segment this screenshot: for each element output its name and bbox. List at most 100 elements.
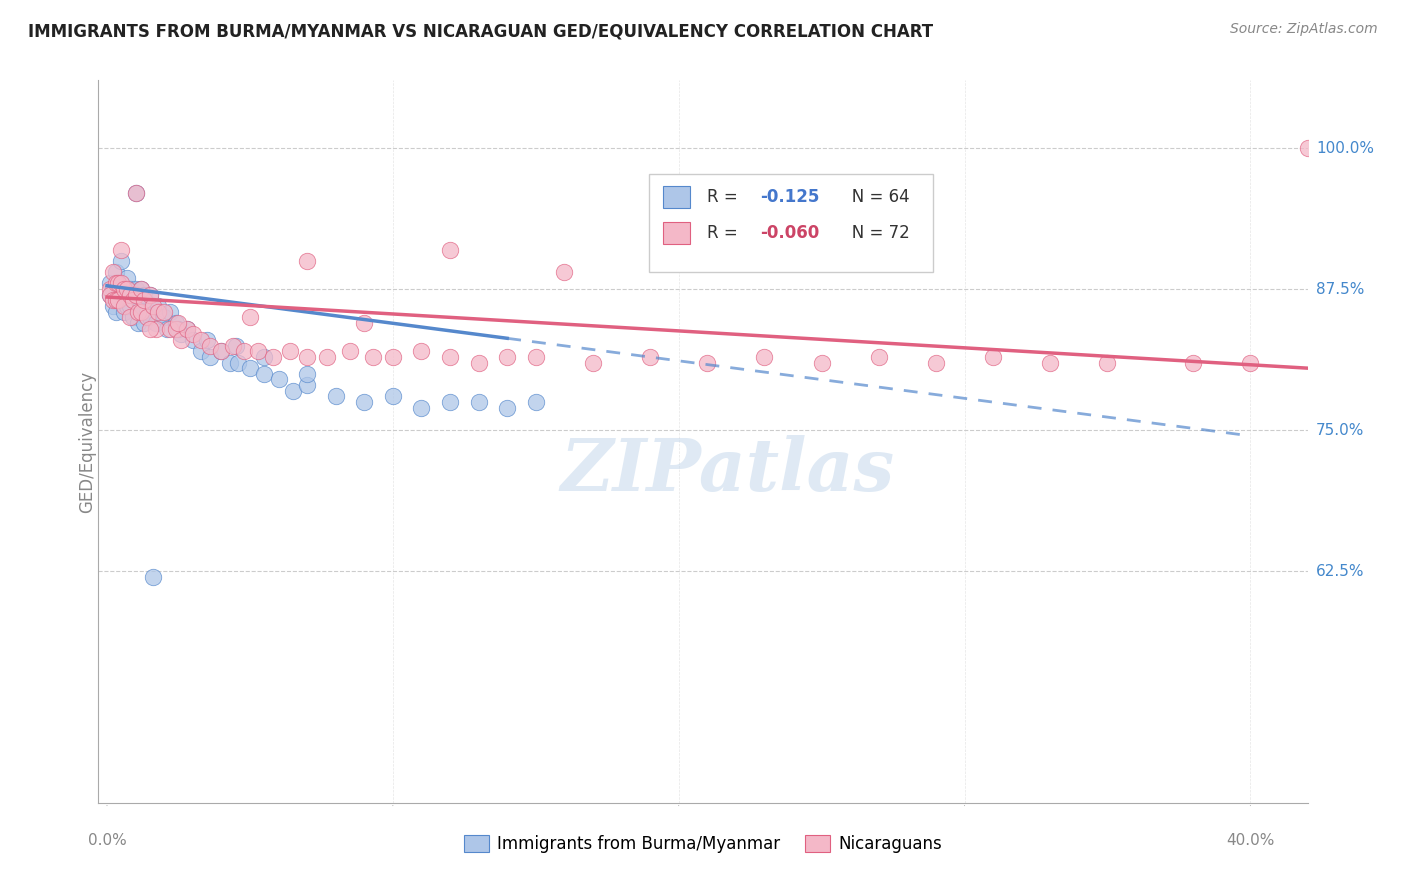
Point <box>110 277 132 291</box>
Text: R =: R = <box>707 224 748 242</box>
Point <box>110 243 132 257</box>
Point <box>115 299 138 313</box>
Point <box>110 282 132 296</box>
Point <box>411 401 433 415</box>
Point <box>181 327 204 342</box>
Point <box>107 277 129 291</box>
Point <box>98 277 121 291</box>
Point <box>156 321 179 335</box>
Point <box>129 299 152 313</box>
Point <box>124 186 146 201</box>
Point <box>353 316 375 330</box>
Point <box>439 243 461 257</box>
Point <box>104 287 127 301</box>
Text: 100.0%: 100.0% <box>1316 141 1374 155</box>
Point <box>167 321 190 335</box>
Point <box>325 389 347 403</box>
Point <box>638 350 661 364</box>
Point <box>165 316 187 330</box>
Point <box>467 355 489 369</box>
Point <box>101 299 124 313</box>
Text: N = 64: N = 64 <box>837 187 910 205</box>
Point <box>253 367 276 381</box>
Point <box>925 355 948 369</box>
Point <box>112 304 135 318</box>
Point <box>104 277 127 291</box>
Text: 75.0%: 75.0% <box>1316 423 1364 438</box>
Point <box>101 293 124 308</box>
Point <box>353 395 375 409</box>
Point <box>134 316 156 330</box>
Text: 62.5%: 62.5% <box>1316 564 1364 579</box>
Point <box>170 333 193 347</box>
Point <box>136 310 159 325</box>
Point <box>127 316 149 330</box>
Point <box>118 282 141 296</box>
Point <box>98 287 121 301</box>
Point <box>101 282 124 296</box>
Point <box>1182 355 1205 369</box>
FancyBboxPatch shape <box>664 222 690 244</box>
Point <box>668 192 690 206</box>
Point <box>170 327 193 342</box>
Point <box>1097 355 1119 369</box>
Point <box>209 344 232 359</box>
Point <box>281 384 304 398</box>
Point <box>107 293 129 308</box>
Point <box>524 350 547 364</box>
Point <box>124 186 146 201</box>
Point <box>198 350 221 364</box>
Point <box>190 333 212 347</box>
Point <box>295 378 318 392</box>
Point <box>124 287 146 301</box>
Point <box>1039 355 1062 369</box>
Point <box>118 299 141 313</box>
Point <box>104 304 127 318</box>
Point <box>118 287 141 301</box>
Point <box>145 321 167 335</box>
Y-axis label: GED/Equivalency: GED/Equivalency <box>79 370 96 513</box>
Point <box>129 282 152 296</box>
Point <box>868 350 890 364</box>
Point <box>247 344 270 359</box>
Point <box>134 287 156 301</box>
Point <box>176 321 198 335</box>
Point <box>381 389 404 403</box>
Point <box>129 304 152 318</box>
FancyBboxPatch shape <box>664 186 690 208</box>
Point <box>810 355 832 369</box>
Point <box>439 395 461 409</box>
Point <box>107 277 129 291</box>
Point <box>295 253 318 268</box>
Point <box>411 344 433 359</box>
Point <box>101 265 124 279</box>
Text: Source: ZipAtlas.com: Source: ZipAtlas.com <box>1230 22 1378 37</box>
Text: R =: R = <box>707 187 748 205</box>
Point <box>134 293 156 308</box>
Point <box>129 282 152 296</box>
Text: ZIPatlas: ZIPatlas <box>560 435 894 506</box>
Point <box>219 355 242 369</box>
Point <box>981 350 1004 364</box>
Point <box>228 355 250 369</box>
Point <box>139 287 162 301</box>
Point <box>115 270 138 285</box>
Point <box>115 282 138 296</box>
Point <box>167 316 190 330</box>
Point <box>139 321 162 335</box>
Point <box>467 395 489 409</box>
Point <box>104 293 127 308</box>
Legend: Immigrants from Burma/Myanmar, Nicaraguans: Immigrants from Burma/Myanmar, Nicaragua… <box>457 828 949 860</box>
Text: N = 72: N = 72 <box>837 224 910 242</box>
Point <box>239 310 262 325</box>
Point <box>153 304 176 318</box>
Point <box>195 333 218 347</box>
Point <box>696 355 718 369</box>
Point <box>121 310 143 325</box>
Point <box>153 310 176 325</box>
Point <box>112 282 135 296</box>
Point <box>262 350 284 364</box>
Point <box>524 395 547 409</box>
Point <box>121 293 143 308</box>
Text: IMMIGRANTS FROM BURMA/MYANMAR VS NICARAGUAN GED/EQUIVALENCY CORRELATION CHART: IMMIGRANTS FROM BURMA/MYANMAR VS NICARAG… <box>28 22 934 40</box>
